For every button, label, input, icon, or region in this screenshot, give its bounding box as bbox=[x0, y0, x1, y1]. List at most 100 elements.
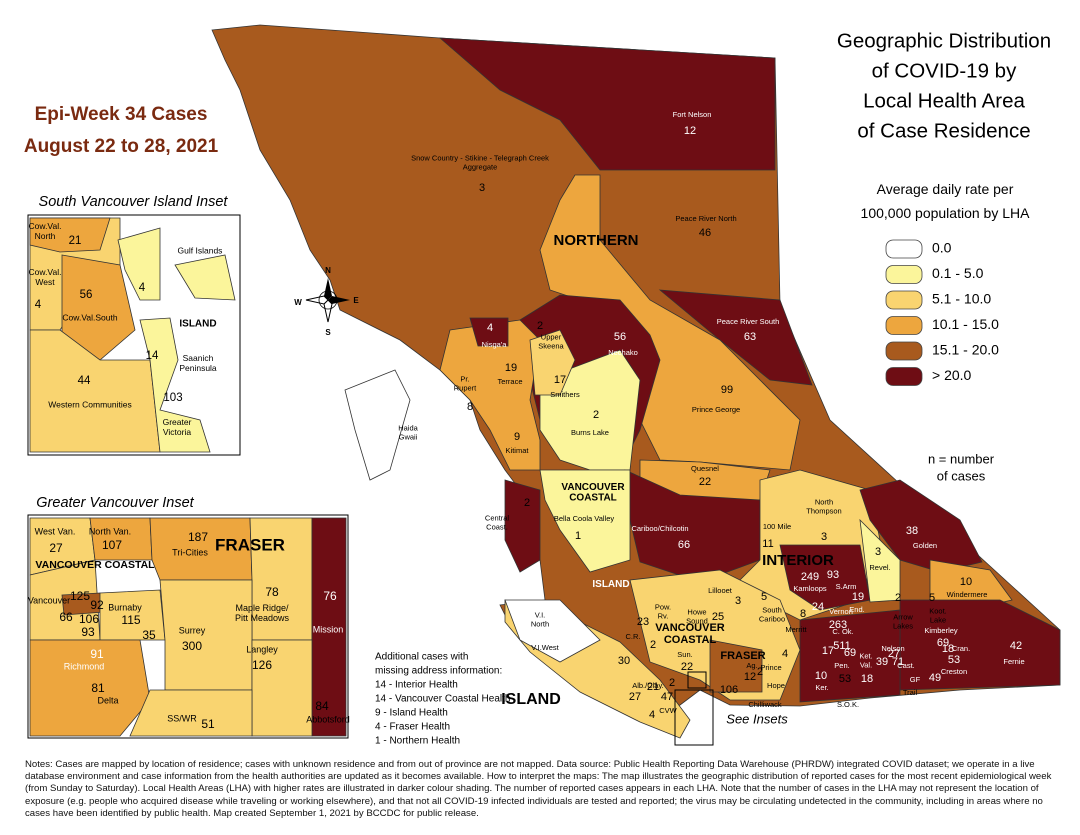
lha-area bbox=[438, 37, 776, 171]
lha-name: Arrow Lakes bbox=[893, 613, 913, 631]
compass-letter: E bbox=[353, 296, 359, 305]
lha-name: Cariboo/Chilcotin bbox=[631, 524, 688, 533]
lha-area bbox=[251, 639, 313, 737]
n-note-line: of cases bbox=[937, 469, 986, 484]
lha-name: Abbotsford bbox=[306, 714, 350, 724]
region-label-line: VANCOUVER bbox=[655, 622, 725, 634]
compass-letter: W bbox=[294, 298, 302, 307]
region-label-line: NORTHERN bbox=[554, 232, 639, 249]
lha-cases: 91 bbox=[90, 647, 104, 661]
lha-area bbox=[539, 469, 631, 573]
lha-cases: 17 bbox=[554, 374, 566, 386]
epi-week-title: August 22 to 28, 2021 bbox=[24, 136, 219, 157]
region-label-line: INTERIOR bbox=[762, 552, 834, 569]
n-note-line: n = number bbox=[928, 452, 995, 467]
lha-name: Ket. Val. bbox=[859, 652, 872, 670]
lha-name: S.O.K. bbox=[837, 700, 859, 709]
lha-area bbox=[344, 369, 411, 481]
lha-name-line: North bbox=[815, 498, 833, 507]
map-title: of COVID-19 by bbox=[872, 59, 1017, 82]
lha-cases: 92 bbox=[90, 598, 104, 612]
lha-name: Haida Gwaii bbox=[398, 424, 418, 442]
lha-cases: 126 bbox=[252, 658, 272, 672]
region-label: VANCOUVER COASTAL bbox=[35, 559, 155, 571]
lha-cases: 4 bbox=[487, 322, 493, 334]
legend-swatch bbox=[885, 367, 923, 386]
lha-name-line: Victoria bbox=[163, 427, 191, 437]
lha-name: Upper Skeena bbox=[538, 333, 564, 351]
lha-name: Gulf Islands bbox=[178, 245, 223, 255]
lha-name: Cow.Val. West bbox=[29, 267, 62, 287]
lha-name: Pr. Rupert bbox=[454, 375, 477, 393]
lha-name: North Van. bbox=[89, 526, 131, 536]
lha-name: GF bbox=[910, 675, 921, 684]
lha-name: Sun. bbox=[677, 650, 692, 659]
region-label-line: ISLAND bbox=[501, 691, 561, 708]
inset-frame bbox=[27, 214, 241, 456]
lha-area bbox=[29, 639, 151, 737]
lha-cases: 4 bbox=[139, 282, 146, 294]
lha-name-line: Maple Ridge/ bbox=[235, 603, 289, 613]
lha-cases: 4 bbox=[782, 648, 788, 660]
lha-cases: 42 bbox=[1010, 640, 1022, 652]
lha-name: End. bbox=[849, 605, 864, 614]
lha-area bbox=[29, 217, 111, 253]
lha-area bbox=[139, 317, 211, 453]
region-label: ISLAND bbox=[501, 691, 561, 708]
lha-name-line: Koot. bbox=[929, 607, 947, 616]
legend-swatch bbox=[885, 341, 923, 361]
lha-cases: 12 bbox=[744, 671, 756, 683]
lha-name: Delta bbox=[97, 695, 118, 705]
lha-name: Windermere bbox=[947, 590, 988, 599]
map-title: of Case Residence bbox=[857, 119, 1030, 142]
lha-cases: 44 bbox=[78, 375, 91, 387]
lha-cases: 69 bbox=[937, 637, 949, 649]
lha-name: Greater Victoria bbox=[163, 417, 192, 437]
lha-cases: 1 bbox=[575, 530, 581, 542]
compass-letter: S bbox=[325, 328, 331, 337]
legend-label: 15.1 - 20.0 bbox=[932, 342, 999, 358]
epi-week-title: Epi-Week 34 Cases bbox=[35, 104, 208, 125]
lha-name-line: Coast. bbox=[486, 522, 508, 531]
lha-name: Ag. bbox=[746, 661, 757, 670]
lha-name: Golden bbox=[913, 541, 937, 550]
lha-area bbox=[709, 639, 763, 693]
lha-cases: 511 bbox=[833, 640, 851, 652]
additional-note: Additional cases with bbox=[375, 652, 468, 663]
lha-name-line: Skeena bbox=[538, 341, 564, 350]
lha-area bbox=[504, 599, 601, 663]
lha-cases: 115 bbox=[121, 613, 140, 627]
lha-cases: 99 bbox=[721, 384, 733, 396]
lha-cases: 106 bbox=[79, 612, 99, 626]
lha-cases: 49 bbox=[929, 672, 941, 684]
lha-cases: 125 bbox=[70, 589, 90, 603]
lha-name-line: Rv. bbox=[658, 611, 669, 620]
lha-name: Terrace bbox=[497, 377, 522, 386]
lha-name: V.I. North bbox=[531, 611, 549, 629]
inset-marker bbox=[674, 689, 714, 746]
map: Geographic Distribution of COVID-19 by Loc… bbox=[24, 24, 1061, 747]
lha-cases: 8 bbox=[800, 608, 806, 620]
lha-cases: 10 bbox=[960, 576, 972, 588]
lha-name-line: Ket. bbox=[859, 652, 872, 661]
lha-name: Vernon bbox=[829, 607, 853, 616]
lha-area bbox=[779, 544, 871, 611]
lha-name-line: Thompson bbox=[806, 506, 841, 515]
lha-cases: 66 bbox=[678, 539, 690, 551]
lha-area bbox=[469, 317, 509, 347]
lha-cases: 187 bbox=[188, 530, 208, 544]
lha-name: Alb./Clay. bbox=[632, 681, 664, 690]
lha-name: Ker. bbox=[815, 683, 828, 692]
lha-name-line: Peninsula bbox=[179, 363, 217, 373]
lha-cases: 63 bbox=[744, 331, 756, 343]
region-label-line: ISLAND bbox=[592, 579, 629, 590]
lha-cases: 4 bbox=[35, 299, 42, 311]
lha-cases: 2 bbox=[757, 666, 763, 678]
lha-name: Quesnel bbox=[691, 464, 719, 473]
lha-cases: 66 bbox=[59, 610, 73, 624]
lha-name: Trail bbox=[903, 688, 918, 697]
lha-name: Pen. bbox=[834, 661, 849, 670]
lha-area bbox=[117, 227, 161, 301]
compass bbox=[305, 278, 350, 323]
